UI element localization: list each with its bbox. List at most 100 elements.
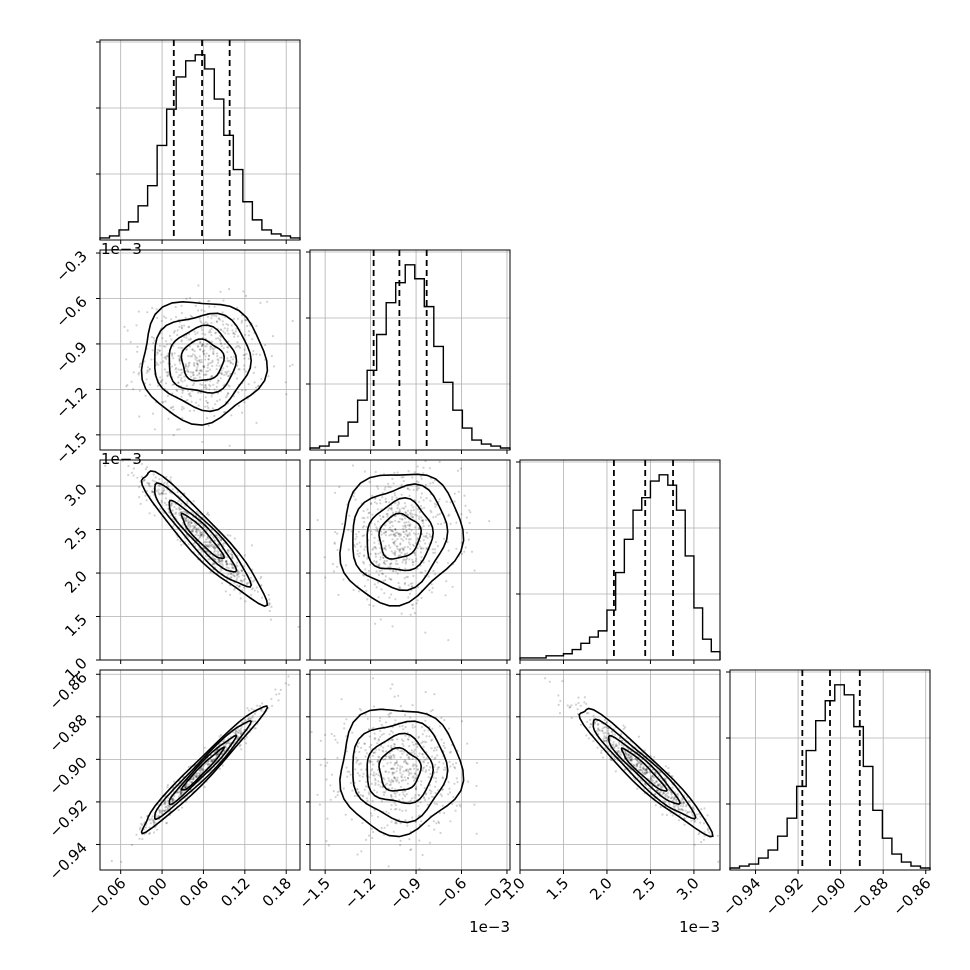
scatter-point (151, 491, 154, 494)
scatter-point (363, 742, 366, 745)
scatter-point (645, 768, 648, 771)
scatter-point (464, 504, 467, 507)
scatter-point (372, 771, 376, 774)
scatter-point (174, 512, 177, 515)
scatter-point (388, 757, 391, 760)
scatter-point (332, 790, 335, 793)
scatter-point (231, 358, 234, 361)
scatter-point (186, 370, 190, 373)
scatter-point (372, 604, 375, 608)
scatter-point (207, 358, 210, 361)
scatter-point (449, 750, 452, 753)
scatter-point (381, 572, 384, 575)
scatter-point (185, 511, 188, 514)
scatter-point (400, 493, 403, 496)
scatter-point (475, 832, 478, 835)
scatter-point (672, 805, 675, 808)
scatter-point (190, 521, 193, 525)
scatter-point (399, 844, 402, 847)
scatter-point (372, 705, 376, 708)
scatter-point (400, 483, 403, 486)
scatter-point (228, 593, 232, 597)
scatter-point (389, 507, 392, 510)
scatter-point (433, 693, 436, 696)
panel-content (310, 670, 510, 870)
scatter-point (420, 783, 423, 786)
scatter-point (169, 476, 172, 479)
scatter-point (215, 320, 218, 323)
scatter-point (166, 394, 169, 397)
scatter-point (216, 358, 219, 361)
contour-line-1 (366, 496, 435, 572)
scatter-point (434, 541, 437, 544)
scatter-point (150, 817, 153, 820)
scatter-point (168, 334, 172, 337)
scatter-point (654, 780, 658, 784)
histogram-step-line (519, 474, 721, 660)
scatter-point (200, 370, 203, 373)
scatter-point (226, 549, 229, 552)
scatter-point (402, 480, 405, 483)
x-offset-label: 1e−3 (679, 918, 720, 936)
scatter-point (291, 363, 294, 366)
scatter-point (110, 859, 113, 863)
scatter-point (267, 593, 270, 597)
scatter-point (570, 704, 573, 707)
scatter-point (179, 794, 182, 797)
scatter-point (367, 834, 371, 837)
scatter-point (424, 793, 428, 796)
scatter-point (399, 548, 402, 552)
scatter-point (403, 750, 406, 753)
scatter-point (226, 357, 229, 360)
scatter-point (447, 549, 450, 552)
scatter-point (374, 497, 377, 500)
scatter-point (332, 570, 335, 573)
scatter-point (225, 561, 228, 564)
scatter-point (392, 569, 395, 573)
scatter-point (403, 759, 406, 762)
y-offset-label: 1e−3 (101, 240, 142, 258)
scatter-point (454, 767, 457, 770)
scatter-point (199, 535, 202, 538)
scatter-point (370, 814, 373, 817)
scatter-point (206, 529, 209, 532)
scatter-point (377, 783, 380, 786)
scatter-point (157, 491, 160, 494)
scatter-point (179, 793, 182, 796)
scatter-point (435, 803, 438, 806)
scatter-point (217, 543, 220, 546)
scatter-point (415, 480, 419, 483)
scatter-point (329, 798, 332, 801)
scatter-point (377, 552, 380, 555)
scatter-point (413, 471, 416, 474)
scatter-point (393, 754, 396, 757)
scatter-point (178, 359, 181, 362)
scatter-point (625, 752, 628, 755)
scatter-point (347, 548, 350, 551)
scatter-point (211, 347, 214, 350)
scatter-point (212, 563, 215, 566)
y-tick-label: −0.88 (46, 711, 91, 756)
scatter-point (377, 760, 380, 763)
scatter-point (616, 750, 619, 753)
scatter-point (697, 833, 700, 836)
x-tick-label: 2.5 (630, 874, 660, 904)
scatter-point (602, 739, 605, 742)
scatter-point (390, 506, 393, 509)
scatter-point (425, 735, 428, 738)
scatter-point (178, 374, 181, 377)
scatter-point (348, 514, 351, 517)
scatter-point (209, 362, 212, 365)
scatter-point (189, 780, 192, 784)
scatter-point (403, 583, 406, 586)
scatter-point (235, 327, 238, 330)
scatter-point (365, 589, 368, 592)
scatter-point (416, 599, 419, 602)
scatter-point (415, 485, 418, 488)
scatter-point (203, 310, 206, 313)
scatter-point (397, 502, 401, 505)
scatter-point (150, 491, 153, 494)
scatter-point (197, 772, 200, 775)
scatter-point (184, 786, 187, 789)
scatter-point (199, 348, 202, 351)
